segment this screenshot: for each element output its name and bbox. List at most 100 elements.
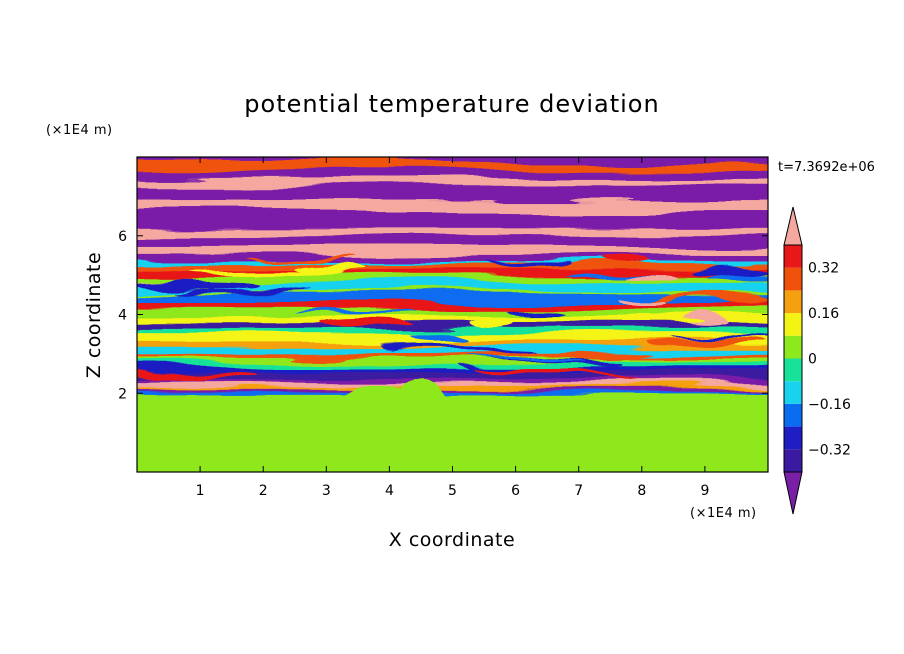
y-tick-label: 2 xyxy=(118,386,127,402)
y-ticks: 2 4 6 xyxy=(118,229,768,402)
field-streak xyxy=(248,258,361,262)
x-tick-label: 9 xyxy=(700,483,709,499)
field-band xyxy=(137,261,768,266)
field-blob xyxy=(346,442,443,458)
field-band xyxy=(137,388,768,392)
colorbar-segment xyxy=(784,403,802,427)
field-band xyxy=(137,178,768,188)
colorbar: −0.32 −0.16 0 0.16 0.32 xyxy=(783,206,851,515)
colorbar-segment xyxy=(784,267,802,291)
field-band xyxy=(137,382,768,387)
field-streak xyxy=(618,299,665,304)
field-blob xyxy=(425,415,481,430)
x-tick-label: 4 xyxy=(385,483,394,499)
field-streak xyxy=(488,260,573,266)
field-band xyxy=(137,282,768,292)
colorbar-tick-label: 0.16 xyxy=(808,306,839,322)
field-streak xyxy=(468,317,513,327)
field-blob xyxy=(528,403,574,426)
field-band xyxy=(137,212,768,229)
colorbar-segment xyxy=(784,313,802,336)
colorbar-tick-label: −0.16 xyxy=(808,397,851,413)
field-blob xyxy=(706,405,752,442)
field-blob xyxy=(718,436,767,472)
field-blob xyxy=(145,408,198,424)
field-streak xyxy=(171,290,316,295)
field-blob xyxy=(137,435,208,472)
colorbar-frame xyxy=(783,244,803,473)
field-band xyxy=(137,275,768,284)
colorbar-segment xyxy=(784,335,802,359)
field-streak xyxy=(137,282,261,291)
x-tick-label: 6 xyxy=(511,483,520,499)
field-band xyxy=(137,269,768,277)
field-band xyxy=(137,186,768,202)
field-blob xyxy=(643,428,699,448)
x-tick-label: 5 xyxy=(448,483,457,499)
field-streak xyxy=(689,267,768,277)
y-tick-label: 4 xyxy=(118,308,127,324)
field-streak xyxy=(476,369,632,375)
field-blob xyxy=(605,451,637,472)
x-ticks: 1 2 3 4 5 6 7 8 9 xyxy=(196,157,709,499)
heatmap-field xyxy=(137,157,768,472)
x-tick-label: 8 xyxy=(637,483,646,499)
field-band xyxy=(137,378,768,384)
field-streak xyxy=(293,265,369,274)
field-blob xyxy=(335,421,402,444)
field-band xyxy=(137,367,768,374)
colorbar-under-triangle xyxy=(783,471,803,515)
field-band xyxy=(137,329,768,335)
x-tick-label: 1 xyxy=(196,483,205,499)
field-streak xyxy=(412,334,467,343)
timestamp: t=7.3692e+06 xyxy=(778,160,875,175)
field-streak xyxy=(604,253,648,262)
x-tick-label: 7 xyxy=(574,483,583,499)
chart-title: potential temperature deviation xyxy=(244,90,659,118)
field-band xyxy=(137,357,768,363)
field-band xyxy=(137,393,768,413)
field-blobs xyxy=(137,253,768,472)
field-band xyxy=(137,347,768,356)
field-band xyxy=(137,354,768,359)
x-axis-unit: (×1E4 m) xyxy=(690,506,757,521)
field-streak xyxy=(507,309,564,317)
field-streak xyxy=(645,296,768,303)
field-band xyxy=(137,236,768,248)
field-band xyxy=(137,308,768,318)
field-band xyxy=(137,170,768,180)
field-blob xyxy=(345,398,420,423)
field-streak xyxy=(670,334,768,338)
field-blob xyxy=(316,448,355,472)
y-tick-label: 6 xyxy=(118,229,127,245)
x-axis-label: X coordinate xyxy=(389,529,515,551)
field-streak xyxy=(383,346,533,351)
field-streak xyxy=(470,355,583,360)
field-band xyxy=(137,301,768,310)
colorbar-tick-label: −0.32 xyxy=(808,442,851,458)
field-band xyxy=(137,246,768,256)
field-blob xyxy=(490,448,581,472)
field-blob xyxy=(259,419,353,447)
field-band xyxy=(137,340,768,349)
x-tick-label: 3 xyxy=(322,483,331,499)
field-streak xyxy=(137,368,255,375)
field-streak xyxy=(646,337,768,346)
field-band xyxy=(137,361,768,369)
x-tick-label: 2 xyxy=(259,483,268,499)
field-streak xyxy=(707,274,768,283)
colorbar-segment xyxy=(784,449,802,472)
colorbar-tick-label: 0.32 xyxy=(808,261,839,277)
field-band xyxy=(137,385,768,390)
field-band xyxy=(137,227,768,238)
field-streak xyxy=(682,313,725,322)
field-band xyxy=(137,290,768,295)
colorbar-over-triangle xyxy=(783,206,803,246)
field-streak xyxy=(570,316,703,321)
field-band xyxy=(137,293,768,303)
y-axis-unit: (×1E4 m) xyxy=(46,123,113,138)
field-streak xyxy=(191,271,347,277)
colorbar-segment xyxy=(784,381,802,404)
field-band xyxy=(137,264,768,271)
